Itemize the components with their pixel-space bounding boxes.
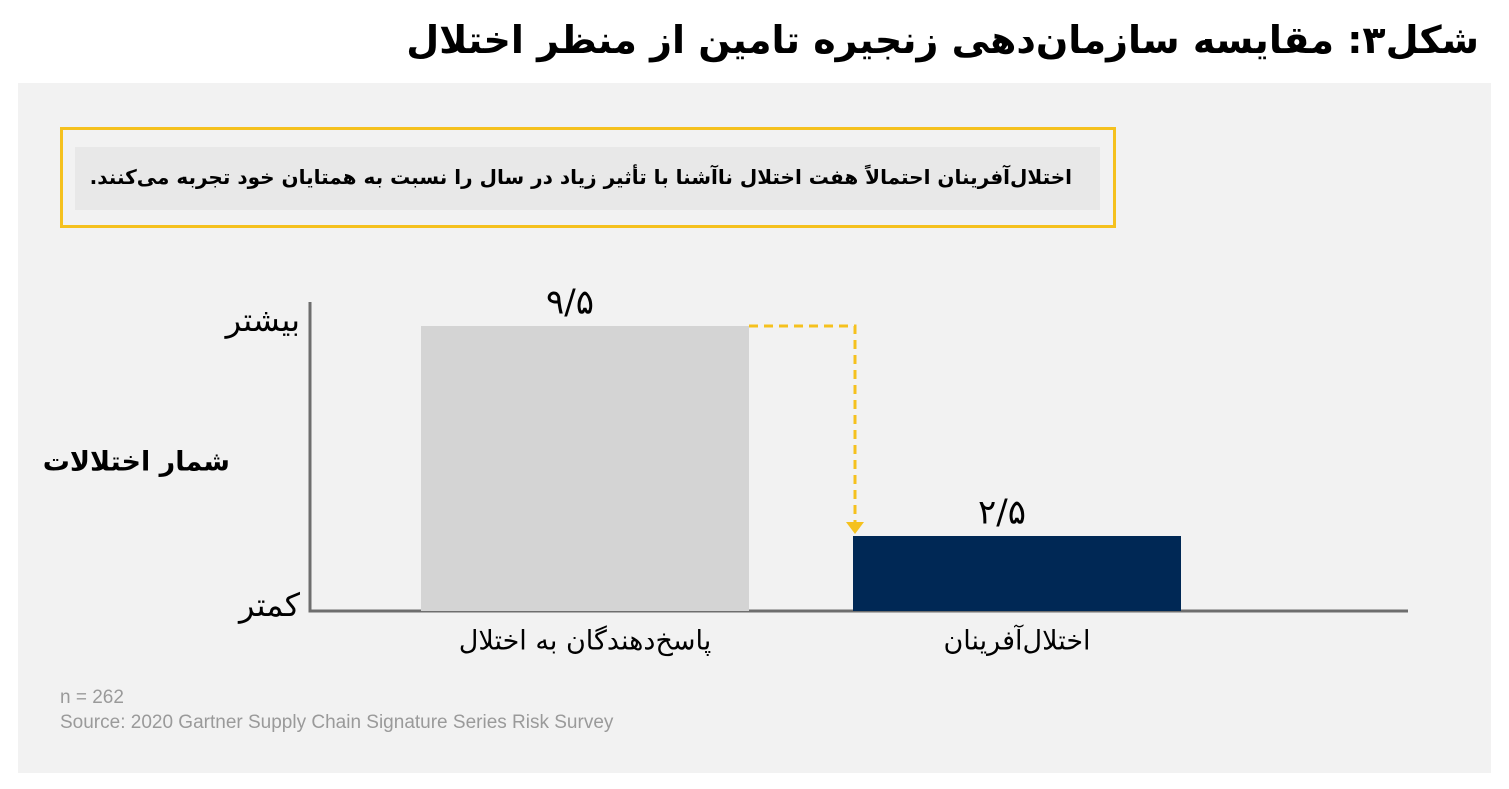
chart-title: شکل۳: مقایسه سازمان‌دهی زنجیره تامین از … <box>406 18 1479 62</box>
source-note: Source: 2020 Gartner Supply Chain Signat… <box>60 712 614 733</box>
connector-arrow <box>749 324 857 524</box>
value-label: ۲/۵ <box>978 493 1026 533</box>
value-label: ۹/۵ <box>546 283 594 323</box>
x-tick-label: اختلال‌آفرینان <box>943 625 1090 657</box>
y-tick-label: کمتر <box>237 586 301 624</box>
x-tick-label: پاسخ‌دهندگان به اختلال <box>459 625 712 657</box>
y-axis-title: شمار اختلالات <box>43 447 230 478</box>
bar <box>421 326 749 611</box>
bar <box>853 536 1181 611</box>
callout-inner: اختلال‌آفرینان احتمالاً هفت اختلال ناآشن… <box>75 147 1100 210</box>
sample-note: n = 262 <box>60 687 124 708</box>
callout-text: اختلال‌آفرینان احتمالاً هفت اختلال ناآشن… <box>89 165 1072 189</box>
y-tick-label: بیشتر <box>224 301 300 339</box>
arrow-head <box>846 522 864 534</box>
callout-box: اختلال‌آفرینان احتمالاً هفت اختلال ناآشن… <box>60 127 1116 228</box>
